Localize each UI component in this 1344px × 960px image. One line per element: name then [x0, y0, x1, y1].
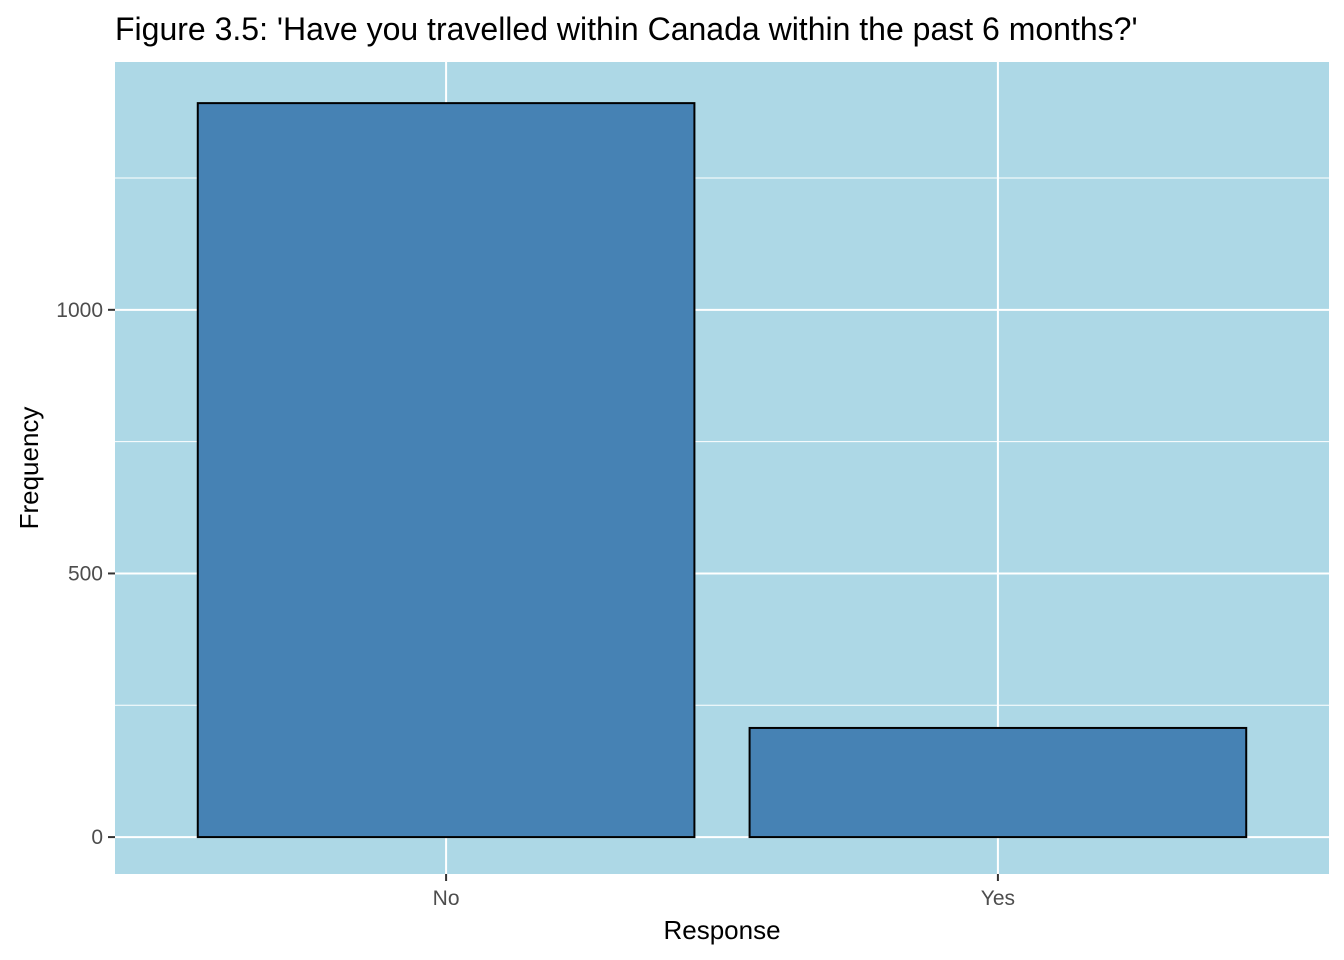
bar-yes [748, 726, 1248, 839]
chart-title: Figure 3.5: 'Have you travelled within C… [115, 11, 1138, 47]
y-tick-label: 500 [68, 562, 103, 585]
bars [196, 102, 1248, 839]
y-axis-title: Frequency [14, 407, 44, 530]
axes: 0 500 1000 No Yes [56, 299, 1015, 910]
x-tick-label: Yes [981, 887, 1015, 910]
x-tick-label: No [433, 887, 460, 910]
y-tick-label: 1000 [56, 299, 103, 322]
y-tick-label: 0 [91, 826, 103, 849]
bar-no [196, 102, 696, 839]
x-axis-title: Response [663, 915, 780, 945]
